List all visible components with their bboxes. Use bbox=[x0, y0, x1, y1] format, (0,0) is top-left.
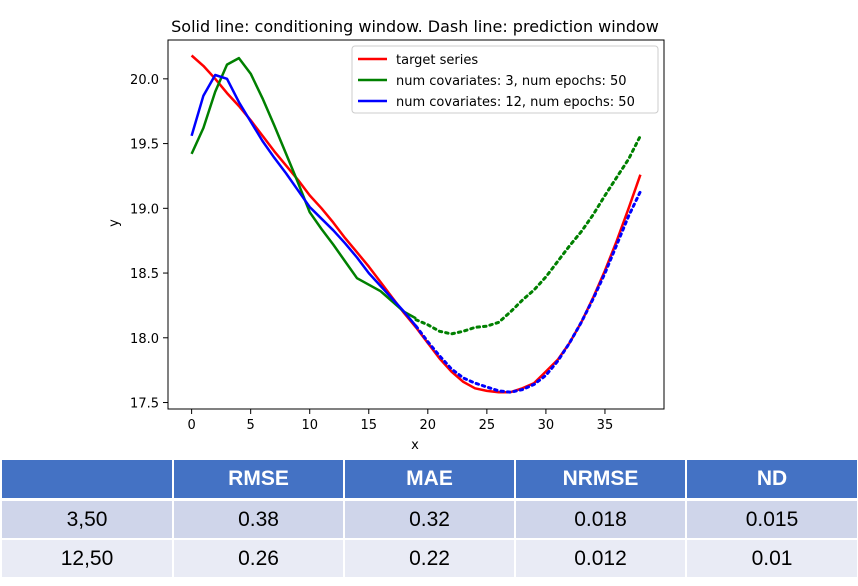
table-row: 12,50 0.26 0.22 0.012 0.01 bbox=[2, 539, 857, 579]
table-cell-rmse: 0.26 bbox=[173, 539, 345, 579]
header-cell-nrmse: NRMSE bbox=[515, 460, 687, 501]
header-cell-rmse: RMSE bbox=[173, 460, 345, 501]
series-line-3 bbox=[190, 73, 417, 327]
x-tick-label: 25 bbox=[479, 418, 496, 433]
table-header-row: RMSE MAE NRMSE ND bbox=[2, 460, 857, 501]
y-tick-label: 18.0 bbox=[130, 332, 159, 347]
series-line-2 bbox=[414, 134, 642, 336]
header-cell-config bbox=[2, 460, 174, 501]
table-cell-config: 12,50 bbox=[2, 539, 174, 579]
x-tick-label: 20 bbox=[420, 418, 437, 433]
axes: 0 5 10 15 20 25 30 35 17.5 18.0 18.5 19.0 19.5 20.0 bbox=[130, 39, 665, 433]
y-tick-label: 19.5 bbox=[130, 138, 159, 153]
table-cell-mae: 0.32 bbox=[344, 499, 516, 540]
table-row: 3,50 0.38 0.32 0.018 0.015 bbox=[2, 499, 857, 540]
plot-area bbox=[190, 54, 642, 394]
table-cell-nrmse: 0.018 bbox=[515, 499, 687, 540]
legend-label-cov12: num covariates: 12, num epochs: 50 bbox=[396, 95, 635, 110]
x-tick-label: 0 bbox=[187, 418, 195, 433]
y-tick-label: 20.0 bbox=[130, 73, 159, 88]
x-tick-label: 30 bbox=[538, 418, 555, 433]
legend-label-cov3: num covariates: 3, num epochs: 50 bbox=[396, 74, 627, 89]
chart-legend: target series num covariates: 3, num epo… bbox=[351, 45, 659, 114]
plot-frame bbox=[167, 39, 665, 410]
chart-title: Solid line: conditioning window. Dash li… bbox=[171, 17, 659, 36]
line-chart: Solid line: conditioning window. Dash li… bbox=[107, 17, 665, 453]
series-line-4 bbox=[414, 190, 642, 394]
y-tick-label: 17.5 bbox=[130, 397, 159, 412]
x-tick-label: 15 bbox=[360, 418, 377, 433]
x-tick-label: 35 bbox=[597, 418, 614, 433]
metrics-table: RMSE MAE NRMSE ND 3,50 0.38 0.32 0.018 0… bbox=[2, 460, 857, 579]
x-tick-label: 10 bbox=[301, 418, 318, 433]
table-cell-nd: 0.015 bbox=[686, 499, 857, 540]
y-tick-label: 18.5 bbox=[130, 267, 159, 282]
header-cell-mae: MAE bbox=[344, 460, 516, 501]
table-cell-config: 3,50 bbox=[2, 499, 174, 540]
table-cell-nd: 0.01 bbox=[686, 539, 857, 579]
table-cell-rmse: 0.38 bbox=[173, 499, 345, 540]
header-cell-nd: ND bbox=[686, 460, 857, 501]
x-axis-label: x bbox=[411, 438, 419, 453]
legend-box bbox=[351, 45, 659, 114]
table-cell-mae: 0.22 bbox=[344, 539, 516, 579]
legend-label-target: target series bbox=[396, 53, 478, 68]
x-tick-label: 5 bbox=[247, 418, 255, 433]
y-tick-label: 19.0 bbox=[130, 202, 159, 217]
chart-container: Solid line: conditioning window. Dash li… bbox=[107, 17, 665, 453]
table-cell-nrmse: 0.012 bbox=[515, 539, 687, 579]
y-axis-label: y bbox=[107, 219, 122, 227]
